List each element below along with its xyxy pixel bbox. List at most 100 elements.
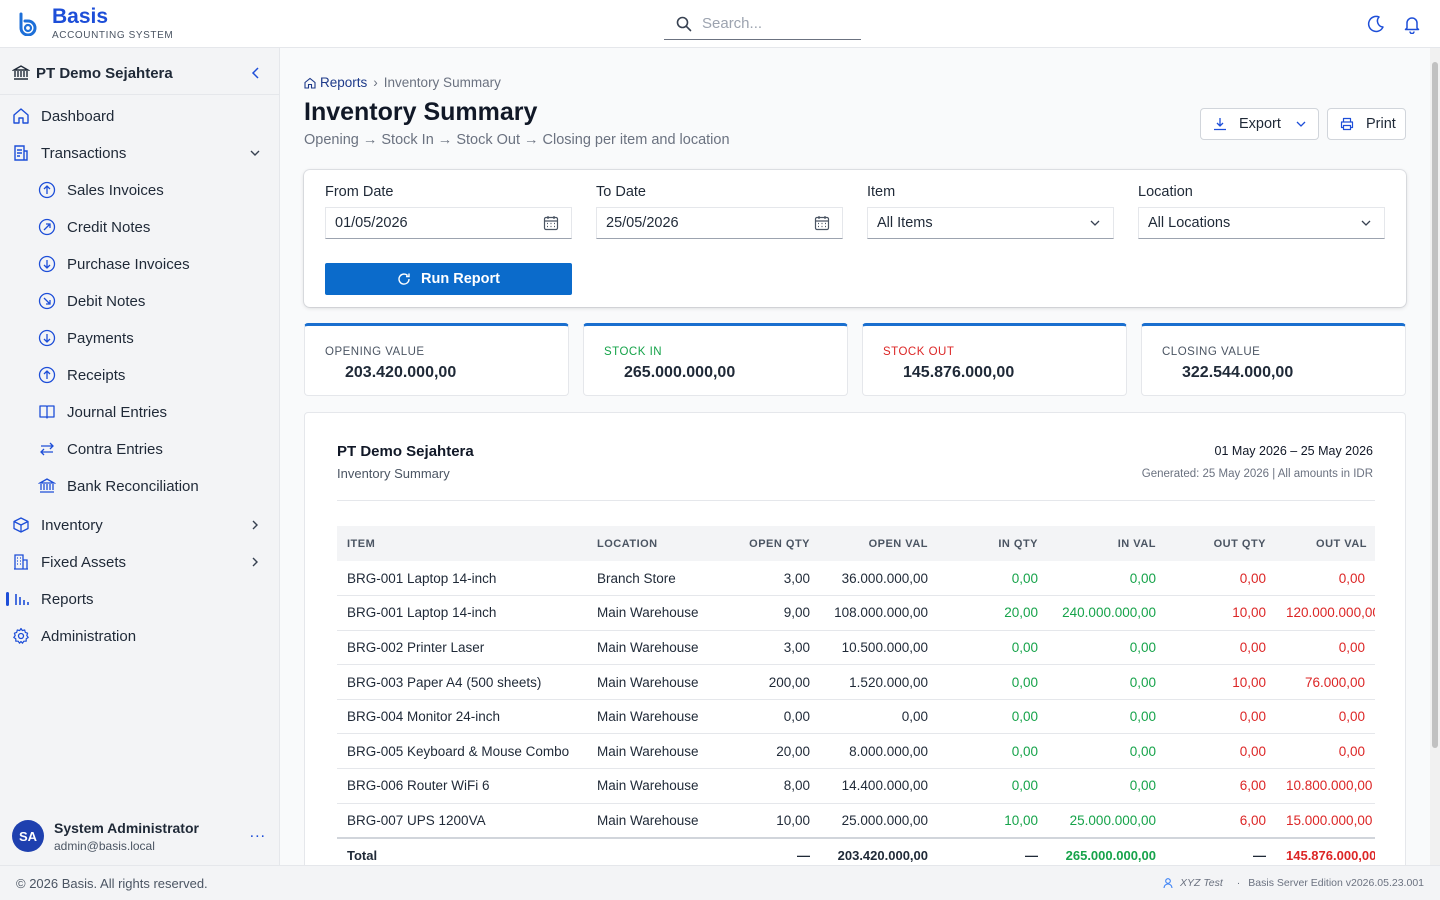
item-select[interactable]: All Items [867, 207, 1114, 239]
report-company: PT Demo Sejahtera [337, 443, 474, 460]
report-name: Inventory Summary [337, 466, 450, 481]
out-qty-cell: 0,00 [1166, 733, 1276, 770]
current-user: XYZ Test [1180, 877, 1223, 889]
gear-icon [13, 627, 29, 644]
calendar-icon[interactable] [814, 215, 830, 231]
table-row[interactable]: BRG-007 UPS 1200VA Main Warehouse 10,00 25.… [337, 803, 1375, 839]
sidebar-item-label: Reports [41, 590, 94, 608]
sidebar-item-reports[interactable]: Reports [0, 582, 280, 616]
divider [0, 94, 280, 95]
table-body: BRG-001 Laptop 14-inch Branch Store 3,00 36… [337, 561, 1375, 839]
table-row[interactable]: BRG-002 Printer Laser Main Warehouse 3,00 1… [337, 630, 1375, 666]
sidebar-item-label: Inventory [41, 516, 103, 534]
out-val-cell: 120.000.000,00 [1276, 595, 1375, 631]
item-cell: BRG-006 Router WiFi 6 [337, 768, 587, 804]
bell-icon[interactable] [1402, 14, 1422, 34]
from-date-input[interactable]: 01/05/2026 [325, 207, 572, 239]
out-qty-cell: 6,00 [1166, 768, 1276, 804]
breadcrumb-reports-link[interactable]: Reports [320, 75, 368, 90]
column-header[interactable]: IN QTY [938, 526, 1048, 561]
calendar-icon[interactable] [543, 215, 559, 231]
sidebar-item-sales-invoices[interactable]: Sales Invoices [0, 173, 280, 207]
sidebar-item-purchase-invoices[interactable]: Purchase Invoices [0, 247, 280, 281]
column-header[interactable]: ITEM [337, 526, 587, 561]
sidebar-item-bank-reconciliation[interactable]: Bank Reconciliation [0, 469, 280, 503]
organization-switcher[interactable]: PT Demo Sejahtera [12, 62, 268, 84]
in-qty-cell: 10,00 [938, 803, 1048, 839]
card-label: CLOSING VALUE [1162, 346, 1261, 358]
box-icon [13, 517, 29, 533]
printer-icon [1340, 117, 1354, 131]
location-cell: Main Warehouse [587, 733, 722, 770]
report-table-scroll[interactable]: ITEM LOCATION OPEN QTY OPEN VAL IN QTY I… [337, 526, 1375, 865]
item-cell: BRG-003 Paper A4 (500 sheets) [337, 664, 587, 700]
sidebar-item-fixed-assets[interactable]: Fixed Assets [0, 545, 280, 579]
sidebar-item-receipts[interactable]: Receipts [0, 358, 280, 392]
out-qty-cell: 0,00 [1166, 630, 1276, 666]
user-profile[interactable]: SA System Administrator admin@basis.loca… [12, 818, 272, 858]
item-cell: BRG-005 Keyboard & Mouse Combo [337, 733, 587, 770]
table-row[interactable]: BRG-001 Laptop 14-inch Branch Store 3,00 36… [337, 561, 1375, 597]
scrollbar-thumb[interactable] [1432, 62, 1438, 748]
sidebar-item-transactions[interactable]: Transactions [0, 136, 280, 170]
export-button[interactable]: Export [1200, 108, 1319, 140]
sidebar-item-contra-entries[interactable]: Contra Entries [0, 432, 280, 466]
location-label: Location [1138, 184, 1193, 200]
app-logo[interactable]: Basis ACCOUNTING SYSTEM [16, 6, 173, 41]
home-icon [13, 108, 29, 124]
chevron-down-icon [1361, 220, 1371, 226]
refresh-icon [398, 273, 410, 285]
moon-icon[interactable] [1366, 14, 1386, 34]
item-select-value: All Items [877, 215, 933, 231]
column-header[interactable]: OUT QTY [1166, 526, 1276, 561]
app-subtitle: ACCOUNTING SYSTEM [52, 30, 174, 41]
divider [337, 500, 1375, 501]
column-header[interactable]: OPEN VAL [820, 526, 938, 561]
from-date-value: 01/05/2026 [335, 215, 408, 231]
print-button[interactable]: Print [1327, 108, 1406, 140]
sidebar-item-journal-entries[interactable]: Journal Entries [0, 395, 280, 429]
sidebar-item-inventory[interactable]: Inventory [0, 508, 280, 542]
organization-name: PT Demo Sejahtera [36, 64, 173, 82]
search-input[interactable] [702, 15, 852, 32]
table-row[interactable]: BRG-001 Laptop 14-inch Main Warehouse 9,00… [337, 595, 1375, 631]
sidebar-item-credit-notes[interactable]: Credit Notes [0, 210, 280, 244]
sidebar-item-dashboard[interactable]: Dashboard [0, 99, 280, 133]
app-name: Basis [52, 5, 109, 28]
sidebar-item-payments[interactable]: Payments [0, 321, 280, 355]
sidebar-item-label: Fixed Assets [41, 553, 127, 571]
run-report-button[interactable]: Run Report [325, 263, 572, 295]
chevron-left-icon[interactable] [248, 65, 264, 81]
column-header[interactable]: LOCATION [587, 526, 722, 561]
chevron-down-icon [250, 150, 260, 156]
total-out-val: 145.876.000,00 [1276, 836, 1375, 865]
sidebar-item-administration[interactable]: Administration [0, 619, 280, 653]
search-box[interactable] [664, 8, 861, 40]
open-qty-cell: 10,00 [722, 803, 820, 839]
open-val-cell: 14.400.000,00 [820, 768, 938, 804]
sidebar-item-debit-notes[interactable]: Debit Notes [0, 284, 280, 318]
location-select[interactable]: All Locations [1138, 207, 1385, 239]
card-label: STOCK IN [604, 346, 663, 358]
in-qty-cell: 0,00 [938, 768, 1048, 804]
table-row[interactable]: BRG-006 Router WiFi 6 Main Warehouse 8,00 1… [337, 768, 1375, 804]
location-select-value: All Locations [1148, 215, 1231, 231]
in-val-cell: 240.000.000,00 [1048, 595, 1166, 631]
more-options-button[interactable]: ... [249, 824, 266, 841]
page-scrollbar[interactable] [1430, 48, 1440, 865]
location-cell: Main Warehouse [587, 595, 722, 631]
item-cell: BRG-001 Laptop 14-inch [337, 595, 587, 631]
column-header[interactable]: IN VAL [1048, 526, 1166, 561]
out-val-cell: 0,00 [1276, 630, 1375, 666]
table-row[interactable]: BRG-003 Paper A4 (500 sheets) Main Wareho… [337, 664, 1375, 700]
page-subtitle: Opening → Stock In → Stock Out → Closing… [304, 132, 730, 148]
run-report-label: Run Report [421, 271, 500, 287]
column-header[interactable]: OUT VAL [1276, 526, 1375, 561]
column-header[interactable]: OPEN QTY [722, 526, 820, 561]
open-qty-cell: 200,00 [722, 664, 820, 700]
table-row[interactable]: BRG-005 Keyboard & Mouse Combo Main Wareh… [337, 733, 1375, 770]
table-row[interactable]: BRG-004 Monitor 24-inch Main Warehouse 0,0… [337, 699, 1375, 735]
book-icon [39, 405, 55, 419]
bank-icon [12, 65, 30, 80]
to-date-input[interactable]: 25/05/2026 [596, 207, 843, 239]
